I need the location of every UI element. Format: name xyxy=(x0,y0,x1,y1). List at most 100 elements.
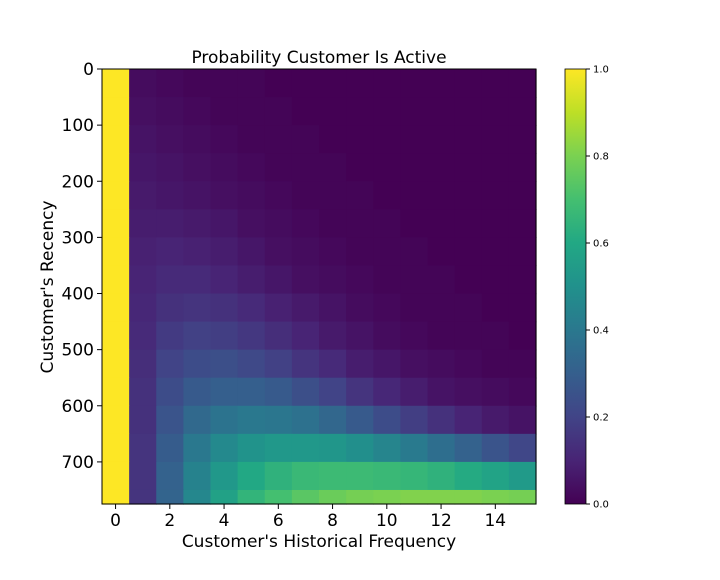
heatmap-cell xyxy=(264,433,293,463)
heatmap-cell xyxy=(454,209,483,238)
heatmap-cell xyxy=(156,125,184,154)
heatmap-cell xyxy=(129,125,157,154)
heatmap-cell xyxy=(129,69,157,98)
heatmap-cell xyxy=(264,321,293,351)
heatmap-cell xyxy=(481,125,510,154)
heatmap-cell xyxy=(102,489,130,505)
heatmap-cell xyxy=(102,349,130,379)
heatmap-cell xyxy=(454,125,483,154)
heatmap-cell xyxy=(183,405,212,435)
heatmap-cell xyxy=(237,433,266,463)
heatmap-cell xyxy=(427,349,456,379)
heatmap-cell xyxy=(102,321,130,351)
heatmap-cell xyxy=(264,125,293,154)
heatmap-cell xyxy=(129,377,157,407)
x-axis-ticks: 0 2 4 6 8 10 12 14 xyxy=(110,504,506,531)
heatmap-cell xyxy=(291,405,320,435)
heatmap-cells xyxy=(102,69,537,505)
y-tick-label: 400 xyxy=(62,285,94,305)
heatmap-cell xyxy=(508,405,537,435)
heatmap-cell xyxy=(183,209,212,238)
heatmap-cell xyxy=(508,293,537,323)
heatmap-cell xyxy=(454,293,483,323)
y-tick-label: 200 xyxy=(62,172,94,192)
heatmap-cell xyxy=(129,321,157,351)
heatmap-cell xyxy=(427,237,456,267)
heatmap-cell xyxy=(264,293,293,323)
heatmap-cell xyxy=(156,405,184,435)
heatmap-cell xyxy=(156,489,184,505)
heatmap-cell xyxy=(156,461,184,491)
heatmap-cell xyxy=(237,153,266,182)
heatmap-cell xyxy=(264,377,293,407)
heatmap-cell xyxy=(183,461,212,491)
heatmap-cell xyxy=(346,181,374,210)
heatmap-cell xyxy=(156,321,184,351)
heatmap-cell xyxy=(508,237,537,267)
heatmap-cell xyxy=(156,153,184,182)
heatmap-cell xyxy=(373,293,401,323)
heatmap-cell xyxy=(129,293,157,323)
heatmap-cell xyxy=(237,125,266,154)
x-tick-label: 12 xyxy=(430,511,452,531)
heatmap-cell xyxy=(319,293,347,323)
heatmap-cell xyxy=(373,349,401,379)
heatmap-cell xyxy=(183,97,212,126)
heatmap-cell xyxy=(291,125,320,154)
heatmap-cell xyxy=(319,433,347,463)
heatmap-cell xyxy=(481,349,510,379)
heatmap-cell xyxy=(427,489,456,505)
heatmap-cell xyxy=(427,69,456,98)
heatmap-cell xyxy=(237,69,266,98)
heatmap-cell xyxy=(319,489,347,505)
heatmap-cell xyxy=(210,377,239,407)
heatmap-cell xyxy=(210,125,239,154)
heatmap-cell xyxy=(481,405,510,435)
heatmap-cell xyxy=(237,405,266,435)
heatmap-cell xyxy=(319,125,347,154)
heatmap-cell xyxy=(129,349,157,379)
heatmap-cell xyxy=(264,489,293,505)
heatmap-cell xyxy=(400,265,429,295)
heatmap-cell xyxy=(291,265,320,295)
heatmap-cell xyxy=(102,293,130,323)
heatmap-cell xyxy=(183,153,212,182)
heatmap-cell xyxy=(102,433,130,463)
heatmap-cell xyxy=(454,433,483,463)
heatmap-cell xyxy=(102,181,130,210)
heatmap-cell xyxy=(346,125,374,154)
heatmap-cell xyxy=(373,321,401,351)
heatmap-cell xyxy=(508,209,537,238)
heatmap-cell xyxy=(129,405,157,435)
heatmap-cell xyxy=(427,377,456,407)
heatmap-cell xyxy=(508,433,537,463)
heatmap-cell xyxy=(319,69,347,98)
heatmap-cell xyxy=(210,181,239,210)
heatmap-cell xyxy=(400,125,429,154)
heatmap-cell xyxy=(373,433,401,463)
x-tick-label: 2 xyxy=(164,511,175,531)
heatmap-cell xyxy=(400,69,429,98)
plot-frame xyxy=(101,68,537,505)
heatmap-cell xyxy=(481,377,510,407)
heatmap-cell xyxy=(508,489,537,505)
heatmap-cell xyxy=(102,237,130,267)
heatmap-cell xyxy=(346,69,374,98)
heatmap-cell xyxy=(400,237,429,267)
heatmap-cell xyxy=(319,265,347,295)
heatmap-cell xyxy=(373,405,401,435)
heatmap-cell xyxy=(319,181,347,210)
heatmap-cell xyxy=(129,209,157,238)
heatmap-cell xyxy=(400,349,429,379)
heatmap-cell xyxy=(481,265,510,295)
heatmap-cell xyxy=(156,69,184,98)
heatmap-cell xyxy=(264,265,293,295)
heatmap-cell xyxy=(373,377,401,407)
heatmap-cell xyxy=(427,321,456,351)
heatmap-cell xyxy=(129,433,157,463)
colorbar-tick-label: 0.4 xyxy=(593,326,609,337)
heatmap-cell xyxy=(346,489,374,505)
heatmap-cell xyxy=(346,293,374,323)
heatmap-cell xyxy=(454,69,483,98)
heatmap-cell xyxy=(102,97,130,126)
